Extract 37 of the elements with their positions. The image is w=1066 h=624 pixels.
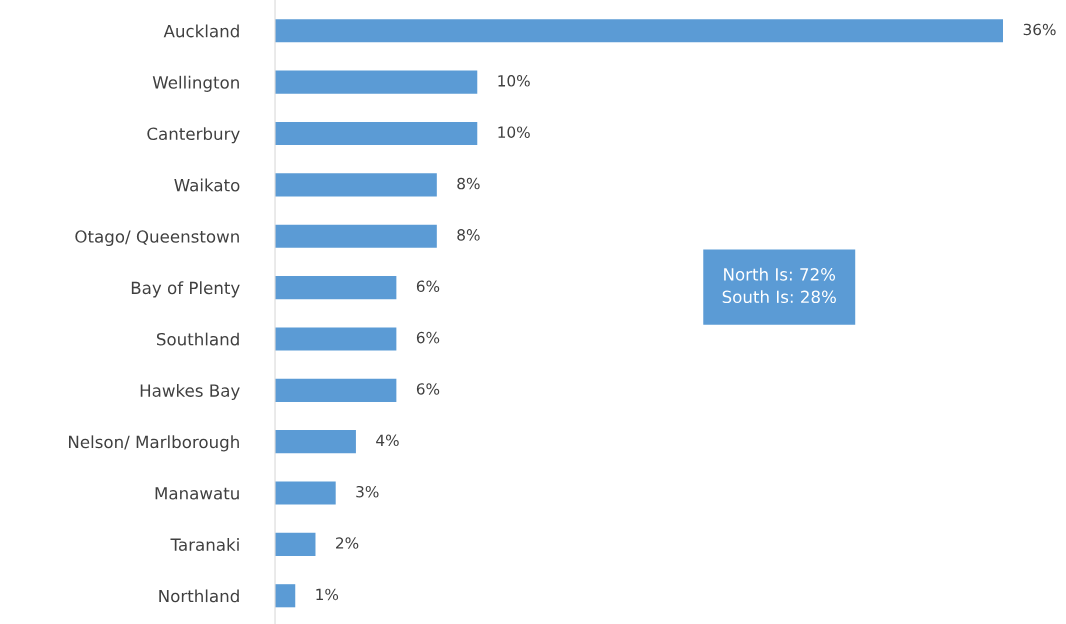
- y-tick-label: Waikato: [174, 178, 240, 192]
- data-label: 8%: [457, 229, 480, 241]
- bar: [275, 224, 437, 248]
- data-label: 8%: [457, 177, 480, 190]
- bar: [275, 378, 397, 402]
- y-tick-label: Auckland: [163, 24, 239, 38]
- bar: [275, 19, 1004, 43]
- bar: [275, 70, 478, 94]
- data-label: 2%: [336, 537, 359, 549]
- y-tick-label: Nelson/ Marlborough: [69, 435, 239, 452]
- y-tick-label: Northland: [159, 589, 239, 603]
- bar: [275, 481, 336, 505]
- data-label: 10%: [498, 126, 530, 138]
- data-label: 6%: [416, 280, 440, 293]
- y-tick-label: Otago/ Queenstown: [75, 230, 239, 247]
- data-label: 4%: [376, 434, 399, 447]
- y-tick-label: Bay of Plenty: [131, 281, 240, 298]
- bar: [275, 532, 316, 556]
- bar: [275, 121, 478, 146]
- bar: [275, 430, 356, 454]
- y-tick-label: Southland: [156, 332, 239, 346]
- y-tick-label: Taranaki: [170, 538, 239, 551]
- annotation: North Is: 72% South Is: 28%: [722, 267, 836, 304]
- data-label: 6%: [416, 331, 440, 344]
- bar: [275, 276, 397, 300]
- data-label: 1%: [316, 588, 339, 601]
- data-label: 6%: [416, 383, 440, 395]
- y-tick-label: Hawkes Bay: [140, 383, 240, 401]
- y-tick-label: Wellington: [152, 75, 239, 92]
- data-label: 3%: [356, 485, 379, 498]
- bar: [275, 584, 296, 608]
- data-label: 10%: [498, 75, 530, 87]
- y-tick-label: Canterbury: [147, 127, 240, 144]
- bar: [275, 327, 397, 351]
- data-label: 36%: [1023, 23, 1056, 36]
- y-tick-label: Manawatu: [155, 487, 239, 500]
- bar: [275, 173, 437, 197]
